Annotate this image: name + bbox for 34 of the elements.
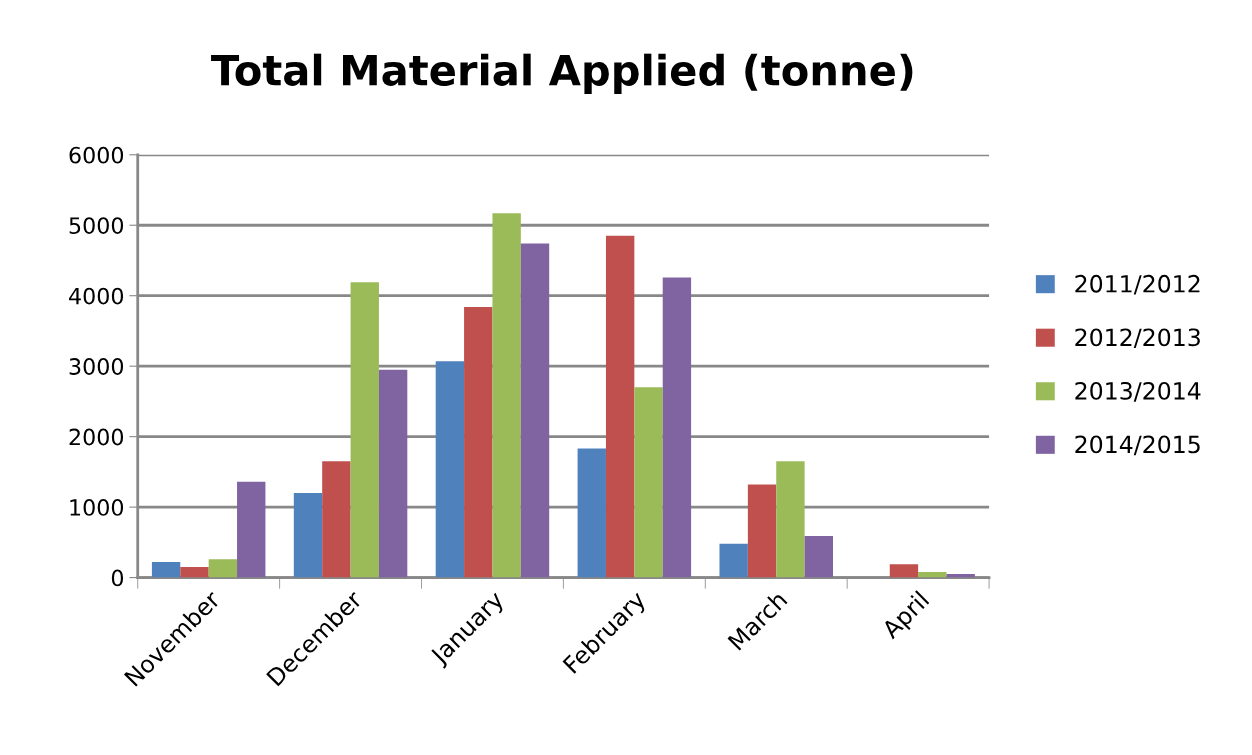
bar [151,562,181,578]
bar [662,277,692,578]
bar [435,361,465,578]
y-tick-label: 6000 [69,146,124,164]
bar [180,567,209,578]
legend-label: 2013/2014 [1075,381,1201,402]
y-tick-label: 0 [111,569,124,587]
bar [464,306,493,578]
bar [237,481,266,578]
y-tick-label: 3000 [69,358,124,375]
bar [577,448,606,578]
y-tick-label: 4000 [69,287,124,305]
legend-label: 2011/2012 [1075,274,1200,295]
bar [918,571,947,578]
bar [889,564,919,578]
y-tick-label: 1000 [70,499,124,516]
bar [804,536,833,578]
bar [776,461,805,578]
legend-label: 2012/2013 [1075,328,1200,349]
legend-label: 2014/2015 [1075,435,1200,456]
y-tick-label: 5000 [69,217,124,234]
bar [634,387,663,578]
bar [747,484,777,578]
bar [719,543,748,578]
bar [322,461,351,578]
bar [293,493,323,578]
bar [208,559,238,578]
bar [350,282,379,578]
bar [492,213,521,578]
bar [378,369,408,578]
bar [520,243,550,578]
y-tick-label: 2000 [69,428,124,446]
bar [605,235,635,578]
chart-title: Total Material Applied (tonne) [211,53,913,94]
